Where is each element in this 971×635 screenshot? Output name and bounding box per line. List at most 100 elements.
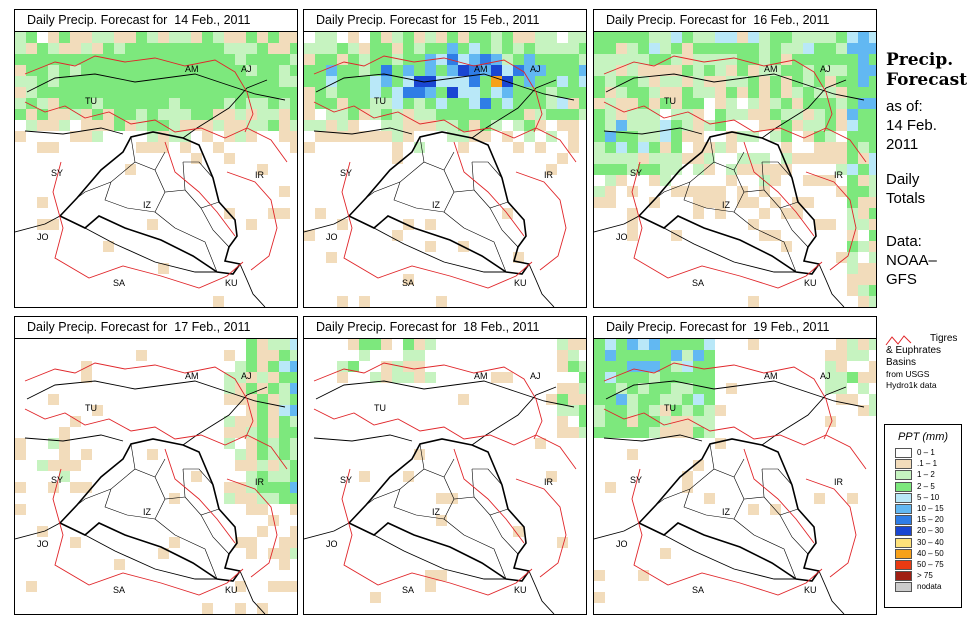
precip-cell <box>37 142 48 153</box>
precip-cell <box>480 131 491 142</box>
precip-cell <box>392 87 403 98</box>
precip-cell <box>224 54 235 65</box>
panel-title: Daily Precip. Forecast for 16 Feb., 2011 <box>594 10 876 32</box>
precip-cell <box>224 394 235 405</box>
precip-cell <box>290 405 297 416</box>
precip-cell <box>568 427 579 438</box>
precip-cell <box>70 54 81 65</box>
precip-cell <box>671 383 682 394</box>
precip-cell <box>638 120 649 131</box>
precip-cell <box>81 449 92 460</box>
precip-cell <box>15 65 26 76</box>
precip-cell <box>290 471 297 482</box>
precip-cell <box>715 186 726 197</box>
precip-cell <box>557 87 568 98</box>
country-label: IR <box>544 170 554 180</box>
precip-cell <box>81 361 92 372</box>
precip-cell <box>649 164 660 175</box>
precip-cell <box>616 164 627 175</box>
precip-cell <box>268 581 279 592</box>
precip-cell <box>869 120 876 131</box>
precip-cell <box>737 109 748 120</box>
precip-cell <box>169 120 180 131</box>
precip-cell <box>235 482 246 493</box>
country-label: TU <box>85 96 97 106</box>
precip-cell <box>638 427 649 438</box>
precip-cell <box>715 197 726 208</box>
precip-cell <box>224 65 235 76</box>
precip-cell <box>693 405 704 416</box>
precip-cell <box>847 285 858 296</box>
precip-cell <box>48 98 59 109</box>
precip-cell <box>737 164 748 175</box>
precip-cell <box>671 350 682 361</box>
precip-cell <box>125 120 136 131</box>
precip-cell <box>290 427 297 438</box>
precip-cell <box>605 197 616 208</box>
basin-line <box>313 362 543 440</box>
precip-cell <box>70 98 81 109</box>
ppt-legend-row: 30 – 40 <box>895 537 961 548</box>
precip-cell <box>704 65 715 76</box>
country-label: JO <box>326 539 338 549</box>
precip-cell <box>257 394 268 405</box>
precip-cell <box>37 98 48 109</box>
precip-cell <box>660 32 671 43</box>
precip-cell <box>70 416 81 427</box>
precip-cell <box>825 142 836 153</box>
precip-cell <box>627 164 638 175</box>
precip-cell <box>290 131 297 142</box>
precip-cell <box>682 471 693 482</box>
precip-cell <box>224 98 235 109</box>
precip-cell <box>693 87 704 98</box>
precip-cell <box>425 43 436 54</box>
precip-cell <box>436 32 447 43</box>
precip-cell <box>594 570 605 581</box>
precip-cell <box>770 98 781 109</box>
precip-cell <box>704 361 715 372</box>
precip-cell <box>605 372 616 383</box>
precip-cell <box>649 43 660 54</box>
precip-cell <box>869 186 876 197</box>
precip-cell <box>594 65 605 76</box>
precip-cell <box>447 43 458 54</box>
precip-map: AM AJ TU SY IR IZ JO SA KU <box>594 32 876 307</box>
basin-line <box>603 101 867 163</box>
precip-cell <box>660 153 671 164</box>
precip-cell <box>858 54 869 65</box>
precip-cell <box>37 87 48 98</box>
precip-cell <box>557 416 568 427</box>
precip-cell <box>224 32 235 43</box>
precip-cell <box>671 65 682 76</box>
precip-cell <box>191 65 202 76</box>
precip-cell <box>616 142 627 153</box>
precip-cell <box>59 427 70 438</box>
precip-cell <box>125 32 136 43</box>
precip-cell <box>869 361 876 372</box>
precip-cell <box>513 54 524 65</box>
precip-cell <box>92 120 103 131</box>
precip-cell <box>491 109 502 120</box>
precip-cell <box>257 405 268 416</box>
precip-cell <box>70 537 81 548</box>
precip-cell <box>480 98 491 109</box>
precip-cell <box>568 43 579 54</box>
precip-cell <box>682 98 693 109</box>
precip-cell <box>37 197 48 208</box>
precip-cell <box>246 219 257 230</box>
precip-cell <box>458 120 469 131</box>
precip-cell <box>671 153 682 164</box>
precip-cell <box>257 526 268 537</box>
precip-cell <box>847 274 858 285</box>
precip-cell <box>781 131 792 142</box>
precip-cell <box>836 43 847 54</box>
borders <box>304 380 575 614</box>
precip-cell <box>257 603 268 614</box>
precip-cell <box>847 263 858 274</box>
precip-cell <box>257 43 268 54</box>
precip-cell <box>605 164 616 175</box>
precip-cell <box>224 427 235 438</box>
precip-cell <box>246 537 257 548</box>
precip-cell <box>403 109 414 120</box>
